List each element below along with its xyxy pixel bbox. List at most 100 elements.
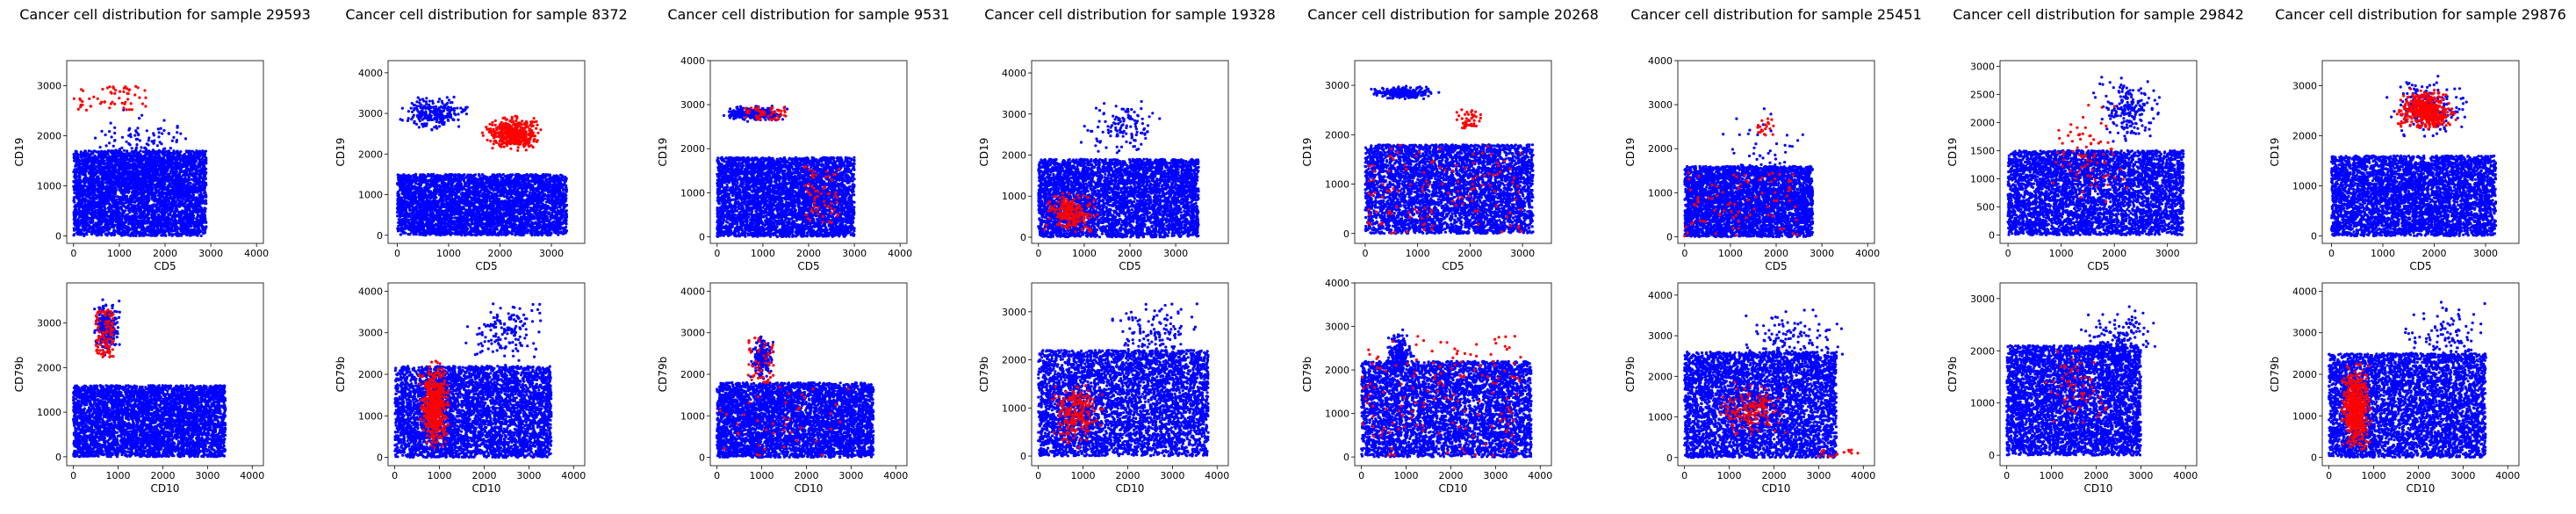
normal-point xyxy=(170,192,173,195)
normal-point xyxy=(137,164,140,167)
normal-point xyxy=(131,198,133,200)
normal-point xyxy=(77,185,80,187)
normal-point xyxy=(145,164,148,167)
normal-point xyxy=(171,210,174,213)
normal-point xyxy=(155,199,157,202)
normal-point xyxy=(163,220,166,222)
normal-point xyxy=(171,179,174,182)
cancer-point xyxy=(123,87,126,90)
normal-point xyxy=(141,185,144,187)
normal-point xyxy=(152,132,155,134)
normal-point xyxy=(157,177,160,180)
normal-point xyxy=(183,187,186,190)
normal-point xyxy=(124,163,126,166)
normal-point xyxy=(140,215,143,218)
normal-point xyxy=(151,214,154,216)
normal-point xyxy=(81,199,83,202)
normal-point xyxy=(149,177,152,180)
normal-point xyxy=(176,166,178,169)
normal-point xyxy=(152,229,155,232)
normal-point xyxy=(80,163,83,165)
normal-point xyxy=(165,216,168,219)
normal-point xyxy=(83,177,85,180)
normal-point xyxy=(200,222,203,225)
cancer-point xyxy=(77,108,80,111)
normal-point xyxy=(145,214,148,217)
normal-point xyxy=(76,167,79,170)
cancer-point xyxy=(113,92,116,95)
normal-point xyxy=(143,169,146,171)
normal-point xyxy=(168,201,170,204)
normal-point xyxy=(151,189,154,192)
normal-point xyxy=(99,186,102,189)
normal-point xyxy=(101,176,104,178)
cancer-point xyxy=(119,90,121,93)
normal-point xyxy=(89,160,91,163)
normal-point xyxy=(112,187,114,190)
normal-point xyxy=(204,215,206,218)
normal-point xyxy=(142,221,145,223)
normal-point xyxy=(146,176,148,178)
normal-point xyxy=(181,190,183,192)
normal-point xyxy=(186,198,189,200)
normal-point xyxy=(143,175,146,177)
normal-point xyxy=(199,180,202,183)
normal-point xyxy=(193,156,196,158)
normal-point xyxy=(193,226,196,228)
normal-point xyxy=(173,162,176,164)
chart-title: Cancer cell distribution for sample 2959… xyxy=(19,6,311,23)
normal-point xyxy=(90,221,92,224)
normal-point xyxy=(136,161,139,163)
normal-point xyxy=(76,163,79,166)
normal-point xyxy=(108,210,111,213)
normal-point xyxy=(182,221,184,224)
normal-point xyxy=(74,219,76,221)
normal-point xyxy=(80,218,83,221)
normal-point xyxy=(145,208,148,211)
normal-point xyxy=(175,177,177,180)
normal-point xyxy=(178,196,181,199)
normal-point xyxy=(124,185,126,188)
normal-point xyxy=(180,234,183,236)
normal-point xyxy=(168,234,170,236)
normal-point xyxy=(114,203,117,206)
normal-point xyxy=(200,235,203,237)
normal-point xyxy=(166,199,169,201)
normal-point xyxy=(128,219,131,221)
normal-point xyxy=(111,198,113,200)
cancer-point xyxy=(133,93,136,96)
normal-point xyxy=(151,225,154,228)
normal-point xyxy=(98,185,101,187)
normal-point xyxy=(99,161,102,163)
normal-point xyxy=(89,207,91,210)
normal-point xyxy=(113,171,116,174)
normal-point xyxy=(200,230,203,233)
normal-point xyxy=(79,179,82,182)
normal-point xyxy=(140,160,143,163)
normal-point xyxy=(159,141,162,143)
normal-point xyxy=(146,129,148,132)
normal-point xyxy=(97,153,100,156)
normal-point xyxy=(185,165,188,168)
normal-point xyxy=(150,233,153,235)
normal-point xyxy=(88,177,90,180)
normal-point xyxy=(140,163,142,165)
normal-point xyxy=(201,198,204,200)
y-axis-label: CD19 xyxy=(13,138,25,167)
y-tick-label: 0 xyxy=(55,230,61,242)
normal-point xyxy=(139,223,141,226)
normal-point xyxy=(147,159,149,162)
normal-point xyxy=(193,189,196,192)
normal-point xyxy=(163,199,166,201)
normal-point xyxy=(157,220,160,222)
normal-point xyxy=(143,202,146,205)
normal-point xyxy=(105,144,108,147)
normal-point xyxy=(140,209,142,212)
normal-point xyxy=(104,223,106,226)
cancer-point xyxy=(114,89,117,91)
normal-point xyxy=(91,200,94,203)
normal-point xyxy=(101,215,104,218)
normal-point xyxy=(111,149,113,152)
normal-point xyxy=(148,170,150,173)
